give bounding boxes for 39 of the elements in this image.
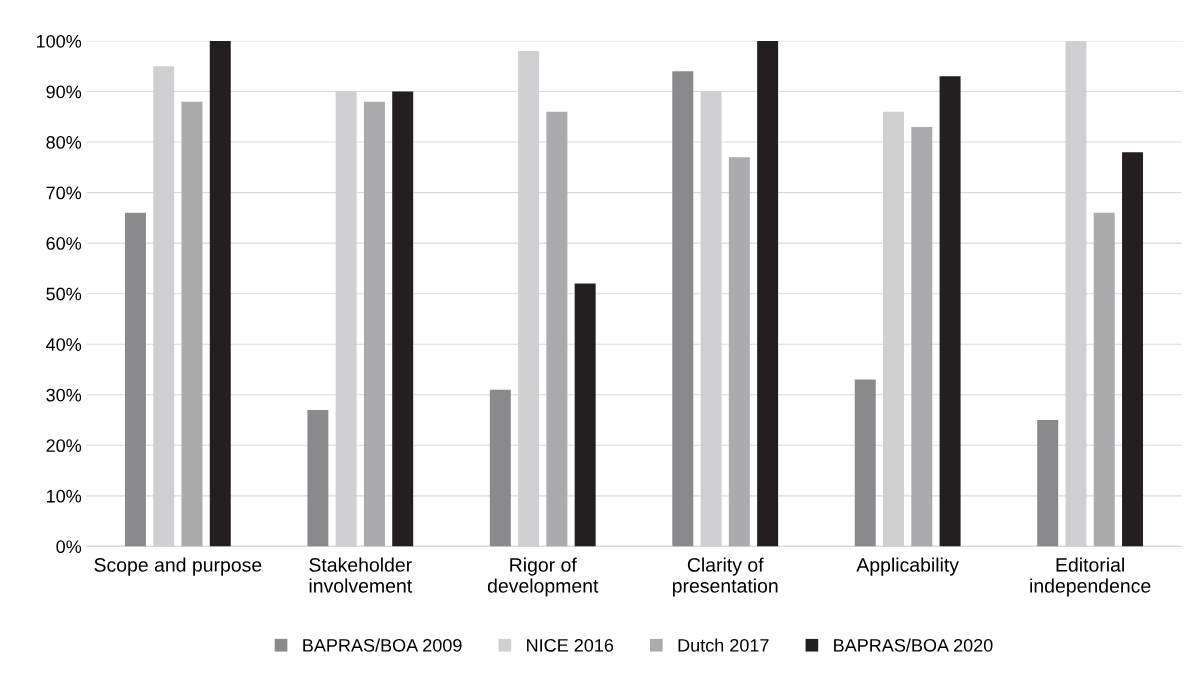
x-tick-label: Rigor of development	[487, 557, 599, 597]
bar	[1093, 212, 1115, 547]
y-tick-label: 60%	[46, 237, 82, 250]
bar	[854, 379, 876, 547]
x-tick-label: Stakeholder involvement	[309, 557, 413, 593]
bar	[363, 101, 385, 547]
legend-label: Dutch 2017	[678, 638, 769, 652]
bar	[911, 126, 933, 547]
bar	[1122, 152, 1144, 547]
legend-label: BAPRAS/BOA 2020	[834, 638, 993, 652]
x-tick-label: Editorial independence	[1030, 557, 1151, 597]
bar	[209, 40, 231, 547]
bar	[672, 71, 694, 547]
x-tick-label: Clarity of presentation	[672, 557, 778, 597]
legend-label: NICE 2016	[527, 638, 614, 652]
bar	[939, 76, 961, 547]
legend-label: BAPRAS/BOA 2009	[303, 638, 462, 652]
bar	[307, 409, 329, 547]
bar	[546, 111, 568, 547]
bar	[728, 157, 750, 547]
bar	[181, 101, 203, 547]
x-tick-label: Applicability	[856, 557, 959, 576]
bar	[757, 40, 779, 547]
x-tick-label: Scope and purpose	[94, 557, 262, 576]
bar	[574, 283, 596, 547]
y-tick-label: 0%	[56, 540, 82, 554]
y-tick-label: 30%	[46, 388, 82, 402]
y-tick-label: 40%	[46, 338, 82, 351]
y-tick-label: 90%	[46, 85, 82, 99]
y-tick-label: 80%	[46, 136, 82, 149]
y-tick-label: 50%	[46, 287, 82, 301]
bar	[392, 91, 414, 547]
bar	[124, 212, 146, 547]
bar	[489, 389, 511, 547]
y-tick-label: 70%	[46, 186, 82, 200]
bar	[1037, 420, 1059, 547]
y-tick-label: 20%	[46, 439, 82, 453]
y-tick-label: 100%	[36, 34, 82, 48]
y-tick-label: 10%	[47, 489, 82, 503]
